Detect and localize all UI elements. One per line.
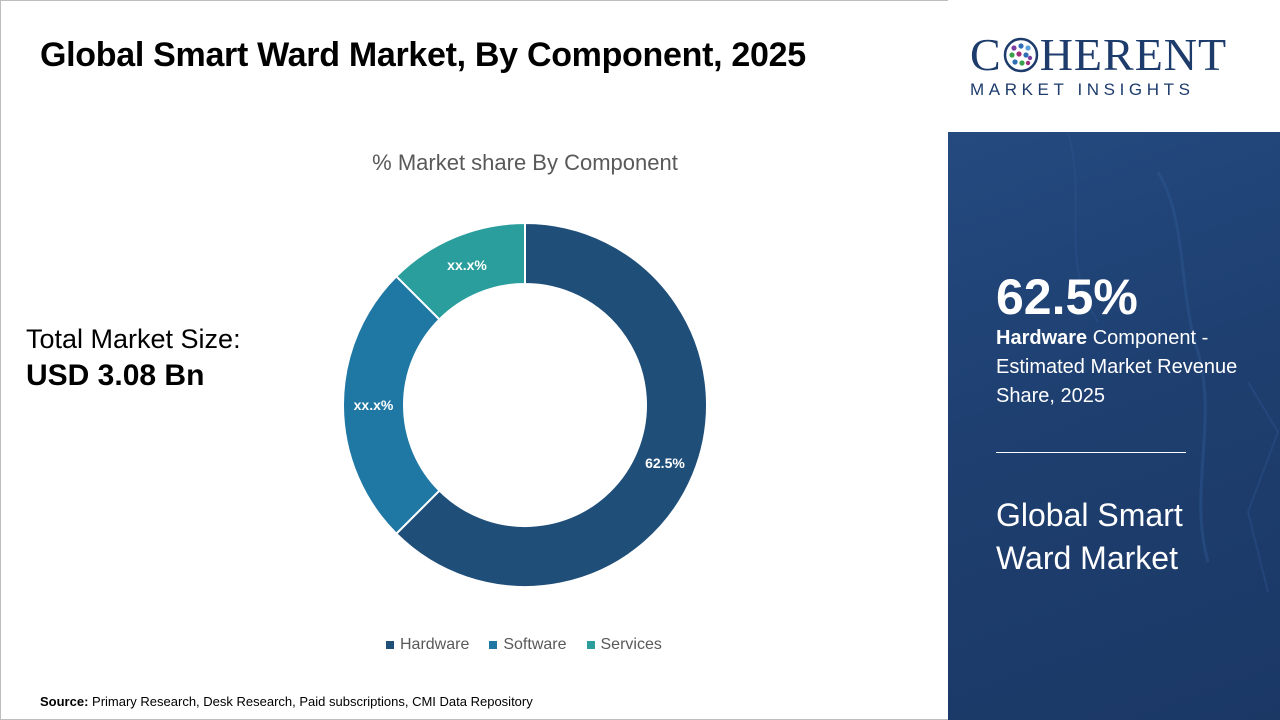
highlight-divider (996, 452, 1186, 453)
legend-item-software: Software (489, 636, 567, 654)
legend-label-hardware: Hardware (400, 636, 470, 653)
legend-label-software: Software (503, 636, 567, 653)
chart-panel: Global Smart Ward Market, By Component, … (26, 36, 806, 709)
donut-slice-services (394, 221, 526, 321)
chart-title: % Market share By Component (372, 150, 678, 175)
highlight-desc-text: Component - Estimated Market Revenue Sha… (996, 327, 1238, 407)
company-logo: C HERENT MARKET INSIGHTS (948, 0, 1280, 132)
logo-letter-c: C (970, 29, 1002, 80)
highlight-segment: Hardware (996, 327, 1088, 349)
donut-slice-hardware (394, 221, 708, 588)
legend-swatch-software (489, 641, 498, 649)
chart-legend: Hardware Software Services (386, 636, 662, 654)
page-title: Global Smart Ward Market, By Component, … (40, 36, 806, 74)
legend-label-services: Services (600, 636, 662, 653)
donut-slice-software (342, 274, 441, 536)
globe-icon (1003, 37, 1038, 73)
logo-tagline: MARKET INSIGHTS (970, 80, 1195, 99)
highlight-description: Hardware Component - Estimated Market Re… (996, 324, 1256, 411)
donut-chart: 62.5% xx.x% xx.x% (342, 221, 708, 588)
data-label-software: xx.x% (354, 397, 394, 413)
legend-swatch-services (586, 641, 595, 649)
highlight-panel: 62.5% Hardware Component - Estimated Mar… (948, 132, 1280, 720)
map-texture (1067, 132, 1280, 593)
legend-item-hardware: Hardware (386, 636, 469, 654)
legend-item-services: Services (586, 636, 662, 654)
source-note: Source: Primary Research, Desk Research,… (40, 694, 533, 709)
market-size-value: USD 3.08 Bn (26, 359, 205, 392)
highlight-value: 62.5% (996, 269, 1138, 325)
market-name: Global Smart Ward Market (996, 497, 1183, 576)
logo-wordmark: C HERENT (970, 28, 1227, 81)
logo-letters-herent: HERENT (1039, 29, 1228, 80)
source-text: Primary Research, Desk Research, Paid su… (92, 694, 533, 709)
source-label: Source: (40, 694, 89, 709)
market-size-label: Total Market Size: (26, 324, 241, 354)
data-label-services: xx.x% (447, 257, 487, 273)
market-size: Total Market Size: USD 3.08 Bn (26, 324, 241, 393)
legend-swatch-hardware (386, 641, 394, 649)
data-label-hardware: 62.5% (645, 455, 685, 471)
